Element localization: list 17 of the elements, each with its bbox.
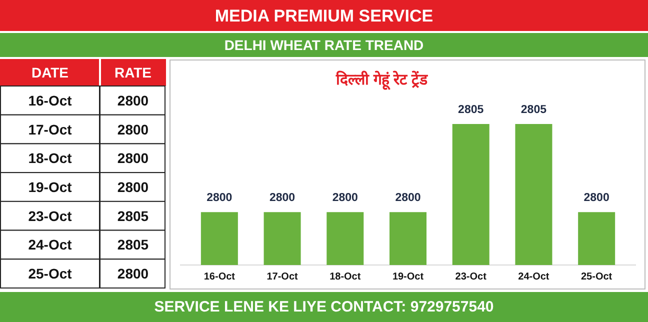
- data-label: 2800: [269, 192, 296, 204]
- data-label: 2800: [584, 192, 610, 204]
- x-tick-label: 19-Oct: [392, 272, 424, 282]
- x-tick-label: 23-Oct: [455, 272, 488, 282]
- x-tick-label: 24-Oct: [518, 272, 550, 282]
- x-tick-label: 18-Oct: [330, 272, 362, 282]
- x-tick-label: 25-Oct: [581, 272, 613, 282]
- x-tick-label: 17-Oct: [266, 272, 299, 282]
- data-label: 2800: [332, 192, 358, 204]
- data-label: 2800: [395, 192, 421, 204]
- chart-title: MEDIA PREMIUM SERVICE: [214, 6, 434, 26]
- x-tick-label: 16-Oct: [204, 272, 236, 282]
- text: दिल्ली गेहूं रेट ट्रेंड: [335, 70, 429, 90]
- data-label: 2805: [520, 104, 548, 116]
- data-label: 2800: [206, 192, 232, 204]
- data-label: 2805: [458, 104, 484, 116]
- chart-subtitle: DELHI WHEAT RATE TREAND: [224, 37, 424, 53]
